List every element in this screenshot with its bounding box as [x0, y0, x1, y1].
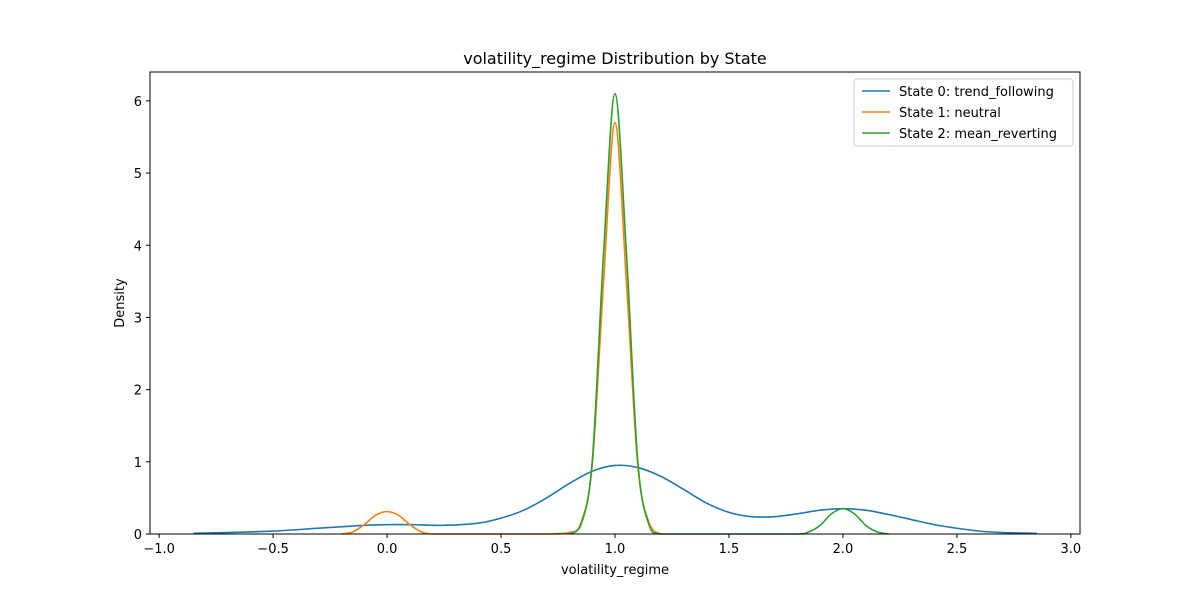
x-tick-label: 1.5: [719, 542, 740, 557]
x-tick-label: 1.0: [605, 542, 626, 557]
plot-layer: [193, 92, 1037, 535]
legend-box: [853, 78, 1074, 147]
y-tick-label: 5: [134, 167, 142, 182]
y-tick-label: 0: [134, 528, 142, 543]
y-tick-label: 4: [134, 239, 142, 254]
y-tick-label: 6: [134, 95, 142, 110]
series-line-1: [341, 121, 662, 535]
legend-label-1: State 1: neutral: [899, 106, 1001, 121]
legend-label-2: State 2: mean_reverting: [899, 127, 1057, 142]
legend-label-0: State 0: trend_following: [899, 85, 1054, 100]
y-axis-label: Density: [113, 278, 128, 328]
chart-title: volatility_regime Distribution by State: [463, 49, 767, 69]
legend: State 0: trend_following State 1: neutral…: [853, 78, 1074, 147]
x-tick-label: −0.5: [257, 542, 289, 557]
y-tick-label: 1: [134, 456, 142, 471]
x-tick-label: 2.5: [947, 542, 968, 557]
x-tick-label: 0.0: [377, 542, 398, 557]
y-tick-label: 3: [134, 311, 142, 326]
series-line-0: [193, 464, 1037, 535]
x-tick-label: 2.0: [833, 542, 854, 557]
x-tick-label: 3.0: [1061, 542, 1082, 557]
ticks-layer: −1.0 −0.5 0.0 0.5 1.0 1.5 2.0 2.5 3.0 0 1 2 3 4 5 6: [134, 95, 1082, 557]
y-tick-label: 2: [134, 384, 142, 399]
x-tick-label: −1.0: [143, 542, 175, 557]
x-tick-label: 0.5: [491, 542, 512, 557]
series-line-2: [568, 92, 889, 535]
x-axis-label: volatility_regime: [561, 563, 669, 578]
